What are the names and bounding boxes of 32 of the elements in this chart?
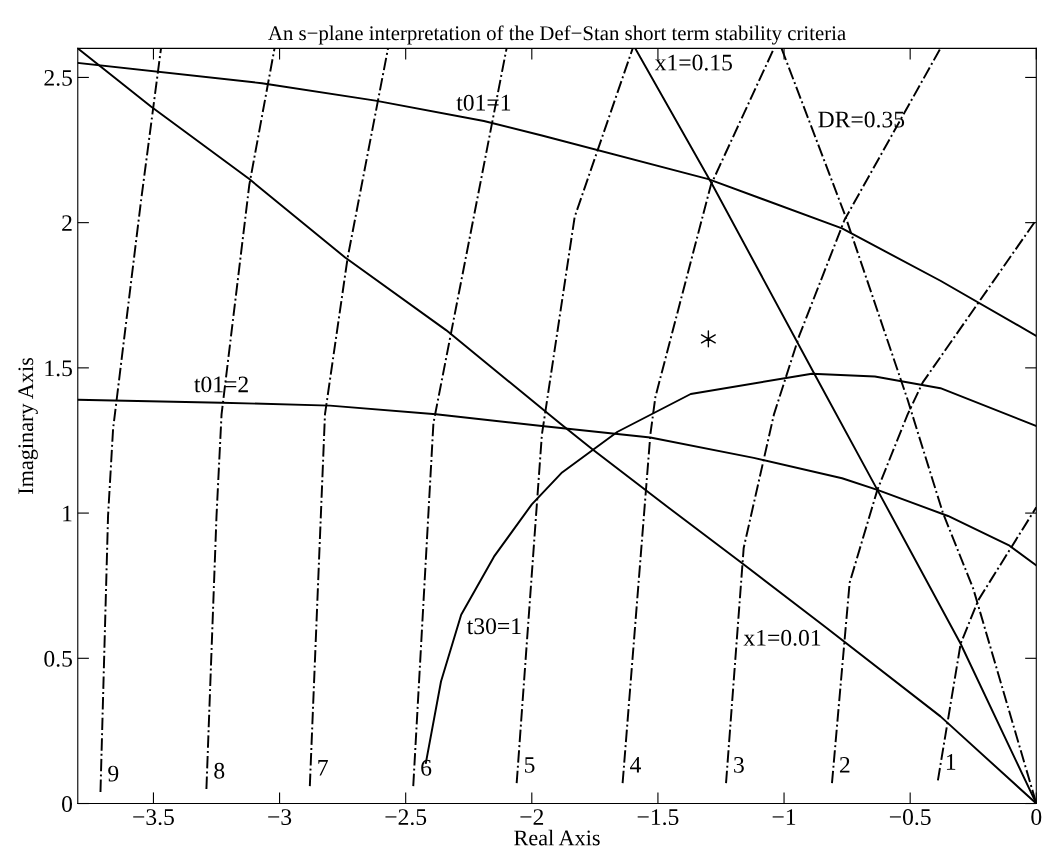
series-label: 7 [318, 760, 328, 776]
series-label: 4 [630, 757, 641, 773]
x-tick-label: −2 [520, 809, 544, 825]
series-label: 1 [946, 754, 956, 770]
y-tick-label: 0.5 [44, 650, 72, 667]
y-tick-label: 2.5 [44, 69, 72, 86]
series-label: 5 [524, 757, 535, 773]
series-label: 8 [214, 762, 225, 779]
series-label: t30=1 [466, 618, 521, 635]
series-label: t01=2 [194, 376, 248, 393]
series-label: 2 [839, 756, 850, 773]
x-tick-label: −1 [772, 809, 796, 825]
chart-title: An s−plane interpretation of the Def−Stan short term stability criteria [268, 25, 846, 45]
series-label: 6 [421, 759, 432, 776]
x-tick-label: −3 [268, 809, 292, 825]
series-label: t01=1 [456, 94, 511, 111]
y-tick-label: 1.5 [45, 360, 72, 377]
y-axis-title: Imaginary Axis [18, 357, 38, 494]
y-tick-label: 0 [62, 796, 73, 812]
y-tick-label: 2 [62, 215, 72, 231]
series-label: 9 [108, 765, 119, 782]
x-tick-label: 0 [1031, 809, 1042, 825]
series-label: 3 [734, 756, 744, 773]
series-label: DR=0.35 [818, 111, 905, 128]
series-label: x1=0.01 [743, 629, 821, 646]
x-tick-label: −2.5 [385, 809, 427, 826]
x-tick-label: −1.5 [637, 809, 679, 826]
x-axis-title: Real Axis [514, 829, 600, 846]
x-tick-label: −3.5 [133, 809, 174, 826]
legend-label: x1=0.15 [654, 54, 732, 71]
x-tick-label: −0.5 [889, 809, 931, 826]
y-tick-label: 1 [63, 505, 72, 522]
